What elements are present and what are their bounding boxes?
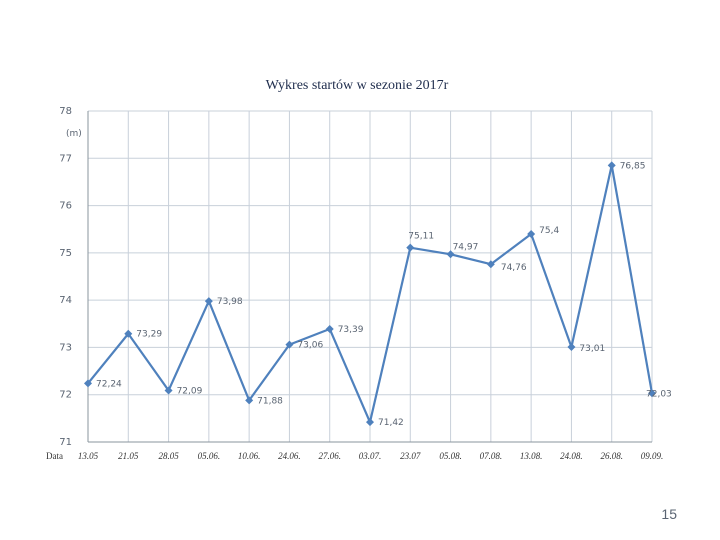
data-label: 73,06 (297, 341, 323, 351)
data-label: 73,98 (217, 297, 243, 307)
y-tick-label: 77 (59, 153, 72, 164)
x-tick-label: 03.07. (359, 451, 382, 461)
x-tick-label: 07.08. (480, 451, 503, 461)
x-tick-label: 09.09. (641, 451, 664, 461)
data-point (325, 324, 334, 333)
data-label: 74,97 (453, 242, 479, 252)
x-tick-label: 05.08. (439, 451, 462, 461)
x-tick-label: 24.06. (278, 451, 301, 461)
x-axis-label: Data (46, 451, 63, 461)
data-points (84, 161, 656, 427)
y-tick-label: 75 (59, 248, 72, 259)
data-label: 74,76 (501, 263, 527, 273)
x-tick-label: 10.06. (238, 451, 261, 461)
x-tick-label: 05.06. (198, 451, 221, 461)
data-point (446, 250, 455, 259)
data-label: 72,09 (177, 386, 203, 396)
data-point (84, 379, 92, 388)
data-point (527, 229, 536, 238)
data-point (567, 342, 576, 351)
y-tick-label: 76 (59, 201, 72, 212)
data-label: 73,29 (136, 330, 162, 340)
data-point (486, 260, 495, 269)
data-labels: 72,24 73,29 72,09 73,98 71,88 73,06 73,39 71,42… (96, 161, 672, 428)
data-point (607, 161, 616, 170)
data-point (648, 389, 656, 398)
grid-lines (87, 110, 653, 443)
x-tick-label: 26.08. (600, 451, 623, 461)
y-tick-label: 78 (59, 106, 72, 117)
data-point (204, 297, 213, 306)
data-label: 72,03 (646, 389, 672, 399)
x-tick-label: 24.08. (560, 451, 583, 461)
data-label: 72,24 (96, 379, 122, 389)
data-label: 71,42 (378, 418, 404, 428)
x-tick-label: 28.05 (158, 451, 179, 461)
data-label: 71,88 (257, 396, 283, 406)
y-tick-label: 72 (59, 390, 72, 401)
data-label: 75,4 (539, 226, 559, 236)
x-tick-label: 23.07 (400, 451, 421, 461)
y-tick-labels: 71 72 73 74 75 76 77 78 (59, 106, 72, 448)
x-tick-label: 13.05 (78, 451, 99, 461)
y-axis-label: (m) (66, 129, 82, 139)
x-tick-labels: 13.05 21.05 28.05 05.06. 10.06. 24.06. 27.06. 0… (78, 451, 663, 461)
data-label: 76,85 (620, 161, 646, 171)
chart-title: Wykres startów w sezonie 2017r (265, 78, 449, 93)
data-label: 73,01 (579, 344, 605, 354)
data-point (285, 340, 294, 349)
data-label: 75,11 (408, 232, 434, 242)
page-number: 15 (661, 506, 677, 522)
data-label: 73,39 (338, 325, 364, 335)
data-point (406, 243, 415, 252)
x-tick-label: 21.05 (118, 451, 139, 461)
data-point (124, 329, 133, 338)
x-tick-label: 27.06. (318, 451, 341, 461)
y-tick-label: 71 (59, 437, 72, 448)
y-tick-label: 74 (59, 295, 72, 306)
data-point (366, 418, 374, 427)
y-tick-label: 73 (59, 342, 72, 353)
x-tick-label: 13.08. (520, 451, 543, 461)
data-point (164, 386, 173, 395)
data-point (245, 396, 254, 405)
